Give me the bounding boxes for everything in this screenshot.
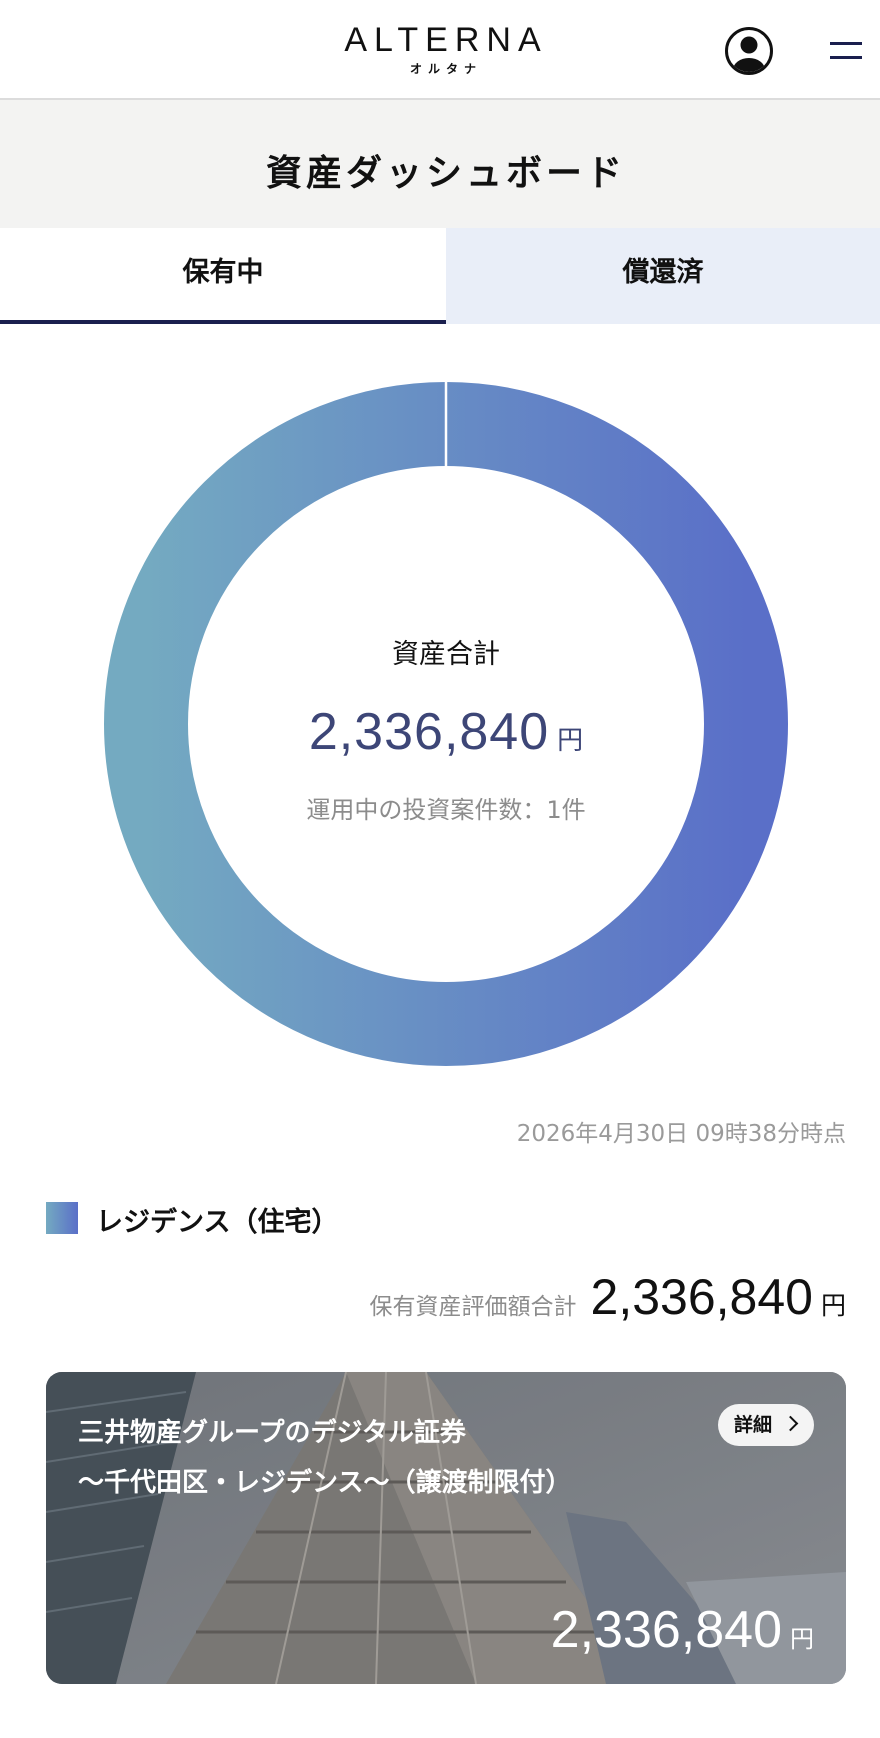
category-sum-label: 保有資産評価額合計 (369, 1294, 577, 1320)
investment-card[interactable]: 三井物産グループのデジタル証券 〜千代田区・レジデンス〜（譲渡制限付） 詳細 2… (46, 1372, 846, 1684)
category-sum-unit: 円 (820, 1291, 846, 1320)
total-label: 資産合計 (392, 639, 500, 670)
alterna-logo[interactable]: ALTERNA オルタナ (0, 22, 880, 77)
total-amount: 2,336,840 (308, 703, 550, 761)
account-button[interactable] (724, 26, 774, 76)
detail-label: 詳細 (734, 1414, 773, 1436)
tab-holding[interactable]: 保有中 (0, 228, 446, 324)
as-of-timestamp: 2026年4月30日 09時38分時点 (516, 1121, 846, 1147)
investment-title-line2: 〜千代田区・レジデンス〜（譲渡制限付） (78, 1468, 572, 1498)
investment-amount: 2,336,840 (550, 1601, 782, 1659)
investment-unit: 円 (790, 1625, 814, 1653)
donut-center: 資産合計 2,336,840 円 運用中の投資案件数：1件 (104, 382, 788, 1066)
logo-text: ALTERNA (344, 21, 548, 59)
page-title: 資産ダッシュボード (265, 153, 626, 194)
chevron-right-icon (782, 1415, 799, 1432)
category-sum-row: 保有資産評価額合計 2,336,840 円 (370, 1268, 846, 1326)
investment-value: 2,336,840 円 (551, 1600, 814, 1660)
investment-title-line1: 三井物産グループのデジタル証券 (78, 1418, 466, 1448)
detail-button[interactable]: 詳細 (718, 1404, 814, 1446)
case-count: 運用中の投資案件数：1件 (306, 796, 586, 824)
tab-redeemed[interactable]: 償還済 (446, 228, 880, 324)
building-photo (46, 1372, 846, 1684)
user-circle-icon (725, 27, 773, 75)
app-header: ALTERNA オルタナ (0, 0, 880, 100)
menu-button[interactable] (828, 36, 864, 66)
logo-subtext: オルタナ (409, 62, 482, 76)
legend-swatch-residence (46, 1202, 78, 1234)
category-name: レジデンス（住宅） (96, 1207, 339, 1238)
holding-tabs: 保有中 償還済 (0, 228, 880, 324)
investment-title: 三井物産グループのデジタル証券 〜千代田区・レジデンス〜（譲渡制限付） (78, 1408, 698, 1508)
category-sum-amount: 2,336,840 (590, 1269, 813, 1325)
total-unit: 円 (557, 726, 584, 756)
title-band: 資産ダッシュボード (0, 100, 880, 228)
hamburger-menu-icon (830, 42, 862, 59)
donut-svg (104, 382, 788, 1066)
total-value: 2,336,840 円 (104, 702, 788, 762)
asset-donut-chart (104, 382, 788, 1066)
